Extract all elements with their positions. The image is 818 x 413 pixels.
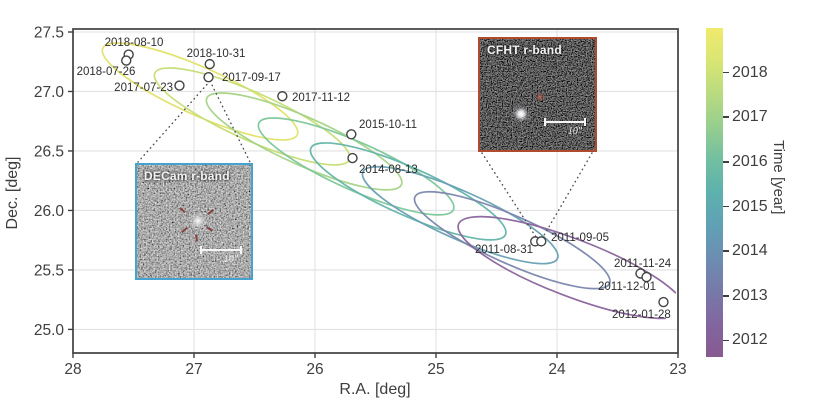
data-point [203,72,214,83]
cfht-target-source [536,93,544,101]
trajectory-ellipse [101,42,299,141]
colorbar-tick [723,250,729,252]
colorbar-tick-label: 2013 [732,286,768,304]
data-point-label: 2011-12-01 [598,281,656,293]
x-axis-label: R.A. [deg] [339,381,411,398]
colorbar-tick [723,205,729,208]
trajectory-ellipse [205,92,403,191]
y-axis-tick-label: 25.0 [34,322,65,339]
data-point-label: 2012-01-28 [612,309,671,321]
inset-connector-line [137,80,211,163]
data-point [658,296,669,308]
y-axis-tick-label: 26.0 [34,203,65,220]
y-axis-tick-label: 26.5 [34,143,64,160]
colorbar-gradient [706,28,723,357]
cfht-scale-bar: 10″ [544,118,586,140]
data-point-label: 2014-08-13 [359,164,418,176]
decam-scale-bar: 10″ [200,246,242,268]
colorbar-tick [723,71,729,74]
inset-cfht-image: CFHT r-band 10″ [478,37,597,152]
trajectory-ellipse [361,165,559,265]
inset-decam-image: DECam r-band 10″ [135,163,253,280]
cfht-scale-label: 10″ [567,126,582,137]
colorbar-tick-label: 2018 [732,63,768,81]
cfht-bright-star [512,105,530,123]
plot-frame [72,28,679,354]
data-point-label: 2011-09-05 [551,232,609,244]
data-point [346,129,357,140]
inset-connector-line [481,152,537,238]
colorbar-tick-label: 2014 [732,242,768,260]
data-point-label: 2011-11-24 [614,258,672,270]
x-axis-tick-label: 23 [669,361,686,378]
x-axis-tick-label: 28 [64,361,81,378]
colorbar-tick-label: 2016 [732,152,768,170]
data-point [536,236,547,247]
inset-connector-line [542,152,593,238]
data-point-label: 2011-08-31 [475,244,533,256]
y-axis-tick-label: 27.0 [34,84,65,101]
colorbar-tick-label: 2017 [732,108,768,126]
data-point-label: 2018-08-10 [105,37,164,49]
data-point-label: 2017-07-23 [114,82,173,94]
colorbar-tick [723,339,729,342]
decam-scale-label: 10″ [223,254,238,265]
colorbar-tick-label: 2012 [732,331,768,349]
y-axis-tick-label: 27.5 [34,24,64,41]
x-axis-tick-label: 26 [306,361,323,378]
colorbar-tick [723,295,729,297]
x-axis-tick-label: 27 [185,361,202,378]
colorbar-tick [723,161,729,163]
inset-cfht-title: CFHT r-band [487,43,562,57]
x-axis-tick-label: 25 [427,361,444,378]
trajectory-ellipse [413,190,611,290]
data-point [204,58,215,70]
data-point [641,271,652,283]
y-axis-tick-label: 25.5 [34,262,64,279]
colorbar-label: Time [year] [770,140,787,215]
data-point-label: 2017-11-12 [292,92,350,104]
trajectory-ellipse [153,67,351,166]
data-point-label: 2015-10-11 [359,119,417,131]
data-point [121,55,132,66]
decam-target-source [190,213,206,229]
inset-connector-line [209,80,251,163]
data-point [174,80,185,91]
data-point [277,91,288,102]
colorbar-tick [723,116,729,119]
data-point-label: 2018-10-31 [187,48,246,60]
trajectory-ellipse [309,142,507,241]
data-point [347,152,358,164]
x-axis-tick-label: 24 [548,361,566,378]
data-point-label: 2018-07-26 [77,66,136,78]
colorbar-tick-label: 2015 [732,197,768,215]
data-point-label: 2017-09-17 [222,72,281,84]
y-axis-label: Dec. [deg] [4,156,21,230]
trajectory-ellipse [257,117,455,216]
inset-decam-title: DECam r-band [144,169,230,183]
